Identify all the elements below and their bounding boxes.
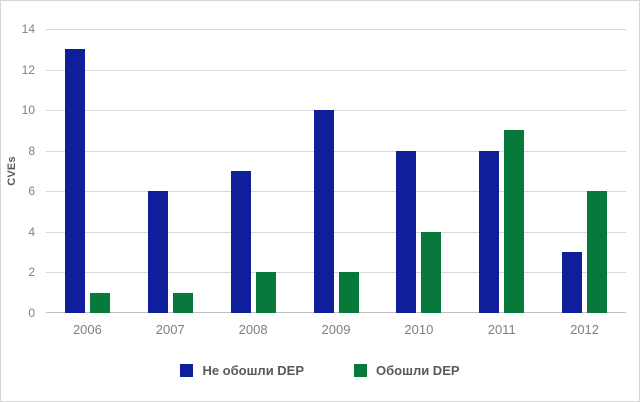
bar-series0-2008 — [230, 171, 251, 313]
x-tick-label: 2006 — [72, 322, 102, 337]
bar-series1-2007 — [172, 293, 193, 313]
legend-item-series0: Не обошли DEP — [180, 363, 304, 378]
x-tick-label: 2010 — [404, 322, 434, 337]
y-tick-label: 12 — [21, 62, 35, 77]
y-tick-label: 6 — [28, 184, 35, 199]
x-tick-label: 2012 — [570, 322, 600, 337]
bar-series1-2006 — [89, 293, 110, 313]
y-tick-label: 4 — [28, 224, 35, 239]
gridline — [46, 272, 626, 274]
x-tick-label: 2009 — [321, 322, 351, 337]
bar-series0-2009 — [313, 110, 334, 313]
gridline — [46, 191, 626, 193]
bar-series1-2010 — [421, 232, 442, 313]
bar-series0-2011 — [479, 151, 500, 313]
y-tick-label: 10 — [21, 103, 35, 118]
x-tick-label: 2008 — [238, 322, 268, 337]
y-axis-title: CVEs — [6, 156, 19, 186]
legend-swatch-series1 — [354, 364, 368, 377]
bar-series0-2007 — [147, 191, 168, 313]
bar-series1-2009 — [338, 272, 359, 313]
gridline — [46, 69, 626, 71]
gridline — [46, 231, 626, 233]
y-tick-label: 0 — [28, 306, 35, 320]
legend-item-series1: Обошли DEP — [354, 363, 460, 378]
bar-series1-2008 — [255, 272, 276, 313]
bar-series0-2012 — [562, 252, 583, 313]
legend-label-series1: Обошли DEP — [376, 363, 460, 378]
gridline — [46, 110, 626, 112]
x-tick-label: 2007 — [155, 322, 185, 337]
legend-swatch-series0 — [180, 364, 194, 377]
bar-series0-2006 — [64, 49, 85, 313]
y-tick-label: 8 — [28, 143, 35, 158]
legend-label-series0: Не обошли DEP — [202, 363, 305, 378]
y-tick-label: 14 — [21, 22, 35, 36]
bar-series0-2010 — [396, 151, 417, 313]
bar-series1-2012 — [587, 191, 608, 313]
gridline — [46, 150, 626, 152]
x-axis-line — [46, 312, 626, 313]
legend: Не обошли DEP Обошли DEP — [1, 363, 639, 378]
plot-area — [46, 29, 626, 313]
y-tick-label: 2 — [28, 265, 35, 280]
x-tick-label: 2011 — [487, 322, 516, 337]
bar-series1-2011 — [504, 130, 525, 313]
gridline — [46, 29, 626, 30]
